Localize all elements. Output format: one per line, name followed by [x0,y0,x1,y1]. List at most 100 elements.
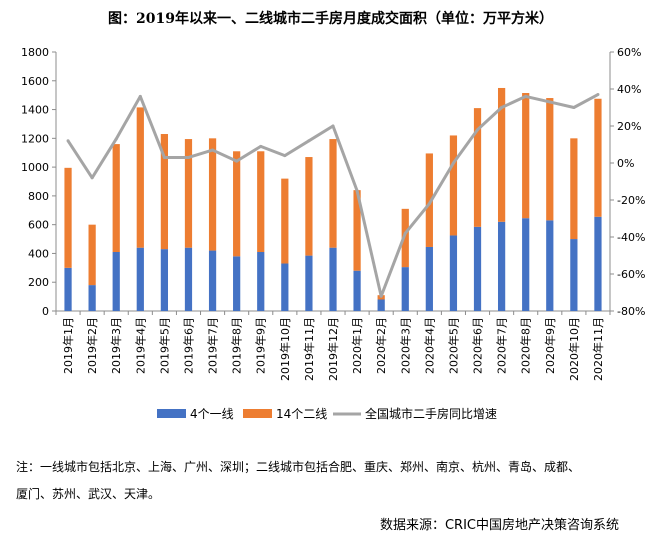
bar-tier1 [377,299,385,311]
x-tick-label: 2020年9月 [543,317,557,374]
left-tick-label: 1200 [21,132,49,145]
right-tick-label: -20% [617,194,645,207]
growth-point [500,106,504,109]
bar-tier2 [570,138,578,240]
bar-tier1 [160,249,169,311]
bar-tier1 [546,220,554,311]
x-tick-label: 2019年11月 [302,317,316,381]
bar-tier2 [136,107,144,248]
bar-tier2 [281,178,289,264]
x-tick-label: 2020年3月 [398,317,412,374]
footnote-line-1: 注：一线城市包括北京、上海、广州、深圳；二线城市包括合肥、重庆、郑州、南京、杭州… [16,460,581,474]
growth-point [524,94,528,98]
bar-tier2 [401,208,409,268]
growth-line [66,93,600,298]
left-tick-label: 1000 [21,161,49,174]
growth-point [307,139,311,143]
growth-point [90,176,94,180]
bar-tier2 [425,153,433,247]
bar-tier2 [112,144,120,253]
growth-point [427,202,431,206]
bar-tier1 [257,252,265,311]
growth-point [114,137,118,141]
legend-label: 全国城市二手房同比增速 [365,406,497,421]
bars [64,87,602,311]
x-tick-label: 2019年1月 [61,317,75,374]
bar-tier2 [88,224,96,286]
x-tick-label: 2020年1月 [350,317,364,374]
growth-point [138,94,142,98]
growth-point [259,144,263,148]
left-tick-label: 800 [28,190,49,203]
bar-tier2 [353,190,361,271]
x-tick-label: 2019年10月 [278,317,292,381]
x-tick-label: 2019年2月 [85,317,99,374]
bar-tier1 [305,255,313,311]
bar-tier2 [160,134,169,250]
bar-tier2 [208,138,217,251]
chart-title: 图：2019年以来一、二线城市二手房月度成交面积（单位：万平方米） [108,11,553,27]
bar-tier2 [233,151,241,257]
bar-tier1 [329,247,337,311]
bar-tier1 [353,270,361,311]
data-source: 数据来源：CRIC中国房地产决策咨询系统 [379,518,619,533]
x-tick-label: 2019年8月 [230,317,244,374]
growth-point [162,155,166,159]
right-tick-label: 60% [617,46,641,59]
bar-tier1 [473,226,482,311]
right-tick-label: 40% [617,83,641,96]
x-tick-label: 2020年7月 [495,317,509,374]
growth-point [451,161,455,165]
growth-point [596,93,600,97]
x-tick-label: 2020年10月 [567,317,581,381]
bar-tier2 [329,139,337,248]
x-tick-label: 2019年5月 [157,317,171,374]
bar-tier1 [401,267,409,311]
left-tick-label: 0 [42,305,49,318]
legend-swatch [243,409,272,418]
bar-tier1 [522,218,530,311]
footnote: 注：一线城市包括北京、上海、广州、深圳；二线城市包括合肥、重庆、郑州、南京、杭州… [16,454,656,508]
legend: 4个一线 14个二线 全国城市二手房同比增速 [157,406,497,421]
bar-tier1 [136,247,144,311]
left-tick-label: 600 [28,219,49,232]
left-tick-label: 1600 [21,75,49,88]
bar-tier1 [64,267,72,311]
chart: 0 200 400 600 800 1000 1200 1400 1600 1800 -80% -60… [21,46,645,421]
x-tick-label: 2019年4月 [133,317,147,374]
bar-tier1 [281,263,289,311]
growth-point [235,159,239,163]
bar-tier2 [449,135,458,236]
growth-point [66,139,70,143]
right-tick-label: -80% [617,305,645,318]
legend-swatch [157,409,186,418]
right-tick-label: -40% [617,231,645,244]
bar-tier2 [257,151,265,253]
legend-label: 4个一线 [190,407,234,421]
bar-tier1 [233,256,241,311]
axes: 0 200 400 600 800 1000 1200 1400 1600 1800 -80% -60… [21,46,645,381]
bar-tier2 [305,157,313,256]
growth-point [379,294,383,298]
left-tick-label: 1400 [21,104,49,117]
bar-tier1 [184,247,193,311]
x-tick-label: 2019年12月 [326,317,340,381]
bar-tier1 [594,216,602,311]
bar-tier1 [88,285,96,311]
x-tick-label: 2019年7月 [206,317,220,374]
bar-tier2 [473,108,482,227]
right-tick-label: 20% [617,120,641,133]
left-tick-label: 400 [28,247,49,260]
bar-tier1 [449,235,458,311]
x-tick-label: 2020年11月 [591,317,605,381]
bar-tier1 [570,239,578,311]
growth-point [211,148,215,152]
footnote-line-2: 厦门、苏州、武汉、天津。 [16,487,161,501]
bar-tier1 [208,250,217,311]
x-tick-label: 2020年8月 [519,317,533,374]
legend-label: 14个二线 [276,407,327,421]
growth-point [331,124,335,128]
bar-tier1 [497,221,506,311]
x-tick-label: 2019年3月 [109,317,123,374]
x-tick-label: 2019年9月 [254,317,268,374]
